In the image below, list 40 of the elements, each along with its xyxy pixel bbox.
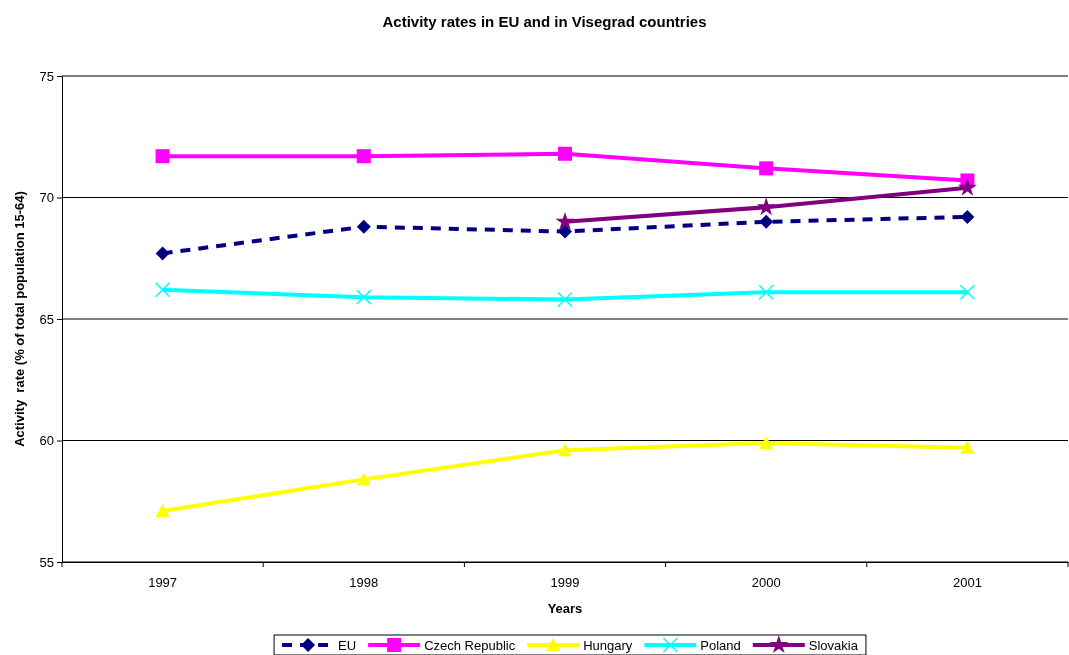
legend-label: Poland: [700, 638, 741, 653]
x-tick-label: 1998: [349, 575, 379, 591]
y-axis-title: Activity rate (% of total population 15-64): [12, 191, 27, 447]
point: [759, 161, 774, 176]
point: [756, 197, 776, 216]
y-tick-label: 60: [39, 433, 54, 449]
point: [557, 291, 573, 308]
point: [155, 246, 170, 261]
point: [356, 472, 371, 486]
y-tick-label: 75: [39, 68, 54, 84]
point: [155, 503, 170, 517]
point: [758, 284, 774, 301]
point: [759, 214, 774, 229]
chart-title: Activity rates in EU and in Visegrad countries: [382, 13, 707, 30]
x-tick-label: 1997: [148, 575, 178, 591]
y-tick-label: 65: [39, 311, 54, 327]
point: [957, 177, 977, 196]
x-tick-label: 2001: [952, 575, 982, 591]
point: [759, 435, 774, 449]
legend-label: Hungary: [583, 638, 633, 653]
point: [960, 209, 975, 224]
point: [356, 149, 371, 164]
x-tick-label: 2000: [751, 575, 781, 591]
legend-label: Slovakia: [808, 638, 859, 653]
legend-label: EU: [338, 638, 357, 653]
point: [154, 282, 171, 298]
x-tick-label: 1999: [550, 575, 580, 591]
y-tick-label: 70: [39, 190, 54, 206]
point: [555, 211, 575, 230]
point: [558, 146, 572, 161]
point: [960, 440, 975, 454]
point: [155, 149, 170, 164]
point: [558, 224, 572, 239]
legend-label: Czech Republic: [424, 638, 516, 653]
point: [356, 289, 372, 305]
point: [558, 443, 572, 457]
point: [959, 284, 976, 301]
x-axis-title: Years: [547, 601, 583, 616]
y-tick-label: 55: [39, 554, 54, 570]
point: [356, 219, 371, 234]
